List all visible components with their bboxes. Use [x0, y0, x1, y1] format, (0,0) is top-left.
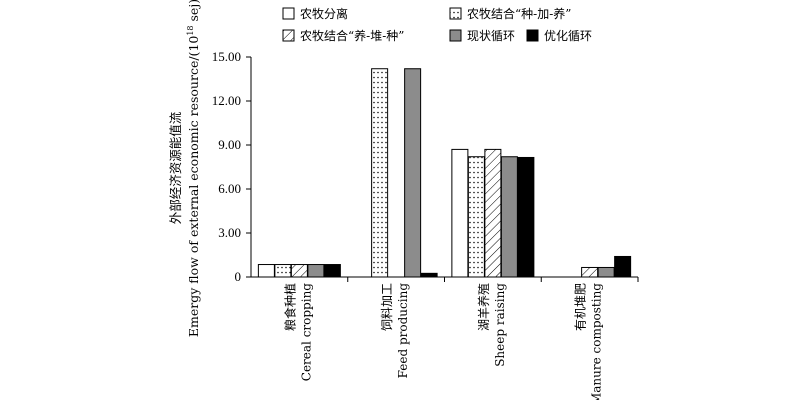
bar [517, 156, 535, 278]
y-tick-label: 12.00 [212, 93, 241, 108]
y-tick-label: 6.00 [218, 181, 241, 196]
bar [581, 266, 599, 278]
category-labels: 粮食种植 Cereal cropping 饲料加工 Feed producing 湖羊养… [282, 283, 603, 400]
legend-swatch [282, 7, 295, 20]
bar [597, 266, 615, 278]
bar [371, 68, 389, 278]
bar [257, 264, 275, 278]
legend-item: 优化循环 [526, 29, 592, 43]
bar [420, 272, 438, 278]
y-axis-title-en: Emergy flow of external economic resourc… [186, 0, 201, 337]
category-label-cn: 湖羊养殖 [476, 283, 491, 331]
y-tick-label: 0 [235, 269, 242, 284]
legend-label: 农牧分离 [300, 6, 348, 21]
legend-item: 农牧结合“种-加-养” [449, 6, 571, 21]
bar [467, 156, 485, 278]
y-axis-title-sup: 18 [186, 25, 195, 35]
legend-label: 现状循环 [467, 29, 515, 43]
bar [404, 68, 422, 278]
category-label-en: Feed producing [396, 283, 410, 379]
y-axis-title-cn: 外部经济资源能值流 [168, 111, 183, 224]
legend-item: 农牧结合“养-堆-种” [282, 28, 404, 43]
legend-item: 农牧分离 [282, 6, 348, 21]
legend-swatch [449, 29, 462, 42]
bar [451, 148, 469, 278]
legend-swatch [449, 7, 462, 20]
bar [307, 264, 325, 278]
bar [484, 148, 502, 278]
bar [274, 264, 292, 278]
bar [290, 264, 308, 278]
y-tick-label: 3.00 [218, 225, 241, 240]
category-label-en: Sheep raising [493, 283, 507, 367]
category-label-en: Cereal cropping [299, 283, 313, 382]
bar [323, 264, 341, 278]
legend-swatch [526, 29, 539, 42]
category-label-cn: 有机堆肥 [574, 283, 588, 331]
bars [257, 68, 632, 278]
bar [500, 156, 518, 278]
legend-item: 现状循环 [449, 29, 515, 43]
legend-swatch [282, 29, 295, 42]
category-label-cn: 粮食种植 [282, 283, 297, 331]
legend-label: 农牧结合“养-堆-种” [300, 28, 404, 43]
x-ticks [347, 277, 639, 282]
legend-label: 优化循环 [544, 29, 592, 43]
legend-label: 农牧结合“种-加-养” [467, 6, 571, 21]
y-tick-label: 15.00 [212, 49, 241, 64]
category-label-cn: 饲料加工 [380, 283, 394, 331]
legend: 农牧分离 农牧结合“种-加-养” 农牧结合“养-堆-种” 现状循环 优化循环 [282, 6, 592, 43]
y-tick-label: 9.00 [218, 137, 241, 152]
bar [614, 255, 632, 278]
category-label-en: Manure composting [590, 283, 604, 400]
y-ticks: 0 3.00 6.00 9.00 12.00 15.00 [212, 49, 251, 284]
